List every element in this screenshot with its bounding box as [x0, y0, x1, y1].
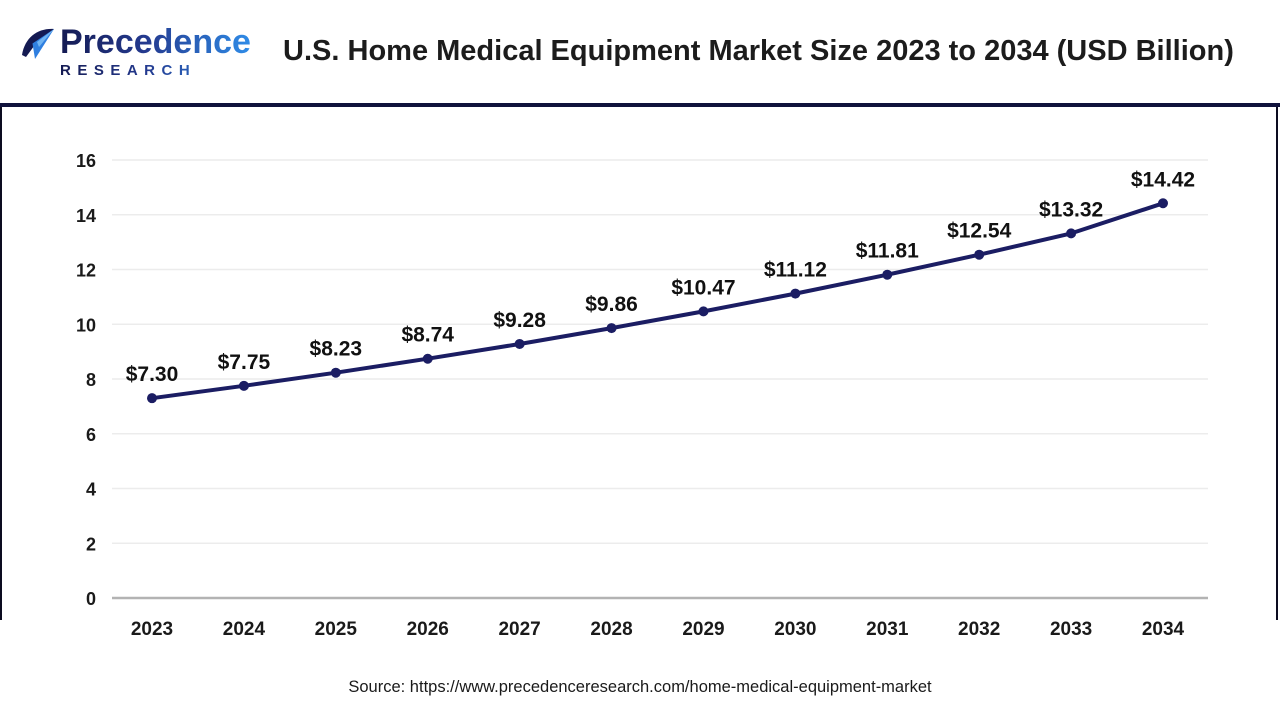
data-point-label: $10.47	[671, 276, 735, 299]
x-tick-label: 2034	[1142, 619, 1185, 640]
data-point-marker	[514, 338, 525, 349]
source-caption: Source: https://www.precedenceresearch.c…	[348, 678, 932, 696]
data-line	[150, 201, 1165, 401]
y-tick-label: 0	[86, 589, 96, 609]
chart-area: 0 2 4 6 8 10 12 14 16 2023 2024 2025 2026 2027 2028 202…	[0, 111, 1280, 671]
data-point-marker	[238, 380, 249, 391]
data-point-marker	[974, 249, 985, 260]
x-tick-label: 2024	[223, 619, 266, 640]
y-tick-label: 12	[76, 261, 96, 281]
logo-subtitle: RESEARCH	[60, 63, 251, 78]
y-tick-label: 10	[76, 315, 96, 335]
x-tick-label: 2025	[315, 619, 358, 640]
data-point-label: $7.30	[126, 363, 179, 386]
data-point-marker	[882, 269, 893, 280]
y-tick-label: 6	[86, 425, 96, 445]
precedence-logo-icon	[22, 28, 54, 59]
data-point-label: $11.12	[764, 259, 827, 282]
y-tick-label: 8	[86, 370, 96, 390]
data-point-marker	[330, 367, 341, 378]
data-point-label: $8.23	[310, 338, 363, 361]
logo-wordmark: Precedence	[60, 23, 251, 61]
data-point-marker	[1066, 228, 1077, 239]
x-tick-label: 2033	[1050, 619, 1092, 640]
data-point-label: $9.28	[493, 309, 546, 332]
header: Precedence RESEARCH U.S. Home Medical Eq…	[0, 0, 1280, 107]
x-tick-label: 2026	[407, 619, 449, 640]
precedence-logo-text: Precedence RESEARCH	[60, 25, 251, 78]
x-tick-label: 2027	[498, 619, 540, 640]
data-point-label: $7.75	[218, 351, 271, 374]
data-point-marker	[790, 288, 801, 299]
data-point-label: $12.54	[947, 220, 1012, 243]
data-point-label: $14.42	[1131, 168, 1195, 191]
data-point-label: $9.86	[585, 293, 638, 316]
chart-title: U.S. Home Medical Equipment Market Size …	[283, 35, 1234, 67]
x-tick-label: 2023	[131, 619, 173, 640]
data-point-label: $8.74	[401, 324, 454, 347]
x-tick-label: 2031	[866, 619, 909, 640]
y-tick-label: 14	[76, 206, 96, 226]
precedence-logo: Precedence RESEARCH	[20, 25, 251, 78]
data-point-marker	[698, 306, 709, 317]
data-point-label: $11.81	[856, 240, 919, 263]
line-chart: 0 2 4 6 8 10 12 14 16 2023 2024 2025 2026 2027 2028 202…	[76, 151, 1208, 640]
data-point-label: $13.32	[1039, 198, 1103, 221]
x-tick-label: 2029	[682, 619, 724, 640]
x-tick-label: 2032	[958, 619, 1000, 640]
y-tick-label: 2	[86, 534, 96, 554]
x-tick-label: 2028	[590, 619, 632, 640]
y-tick-label: 16	[76, 151, 96, 171]
data-point-marker	[422, 353, 433, 364]
data-point-marker	[1158, 198, 1168, 209]
data-point-marker	[147, 393, 157, 404]
data-point-marker	[606, 323, 617, 334]
y-tick-label: 4	[86, 480, 96, 500]
x-tick-label: 2030	[774, 619, 816, 640]
